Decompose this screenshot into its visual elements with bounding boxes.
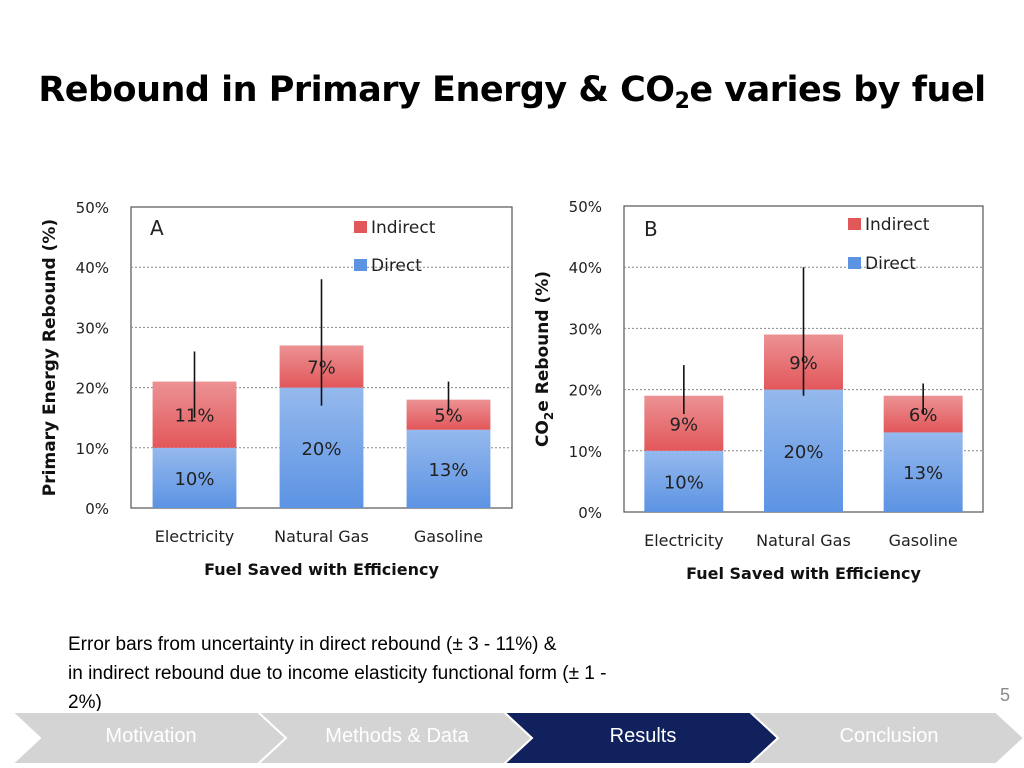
- chart-b-panel-label: B: [644, 217, 658, 241]
- chart-b-legend-label-indirect: Indirect: [865, 215, 930, 235]
- chart-a-x-tick-label: Natural Gas: [274, 527, 369, 546]
- title-main: Rebound in Primary Energy & CO: [38, 70, 675, 110]
- chart-b-x-tick-label: Electricity: [644, 531, 723, 550]
- note-line-2: in indirect rebound due to income elasti…: [68, 663, 607, 684]
- chart-b-legend-swatch-indirect: [848, 218, 861, 230]
- error-bar-note: Error bars from uncertainty in direct re…: [68, 630, 778, 717]
- chart-b-data-label: 10%: [664, 472, 704, 493]
- slide-title: Rebound in Primary Energy & CO2e varies …: [0, 70, 1024, 114]
- chart-a-y-tick-label: 20%: [76, 380, 109, 398]
- chart-a-legend-label-indirect: Indirect: [371, 218, 436, 238]
- chart-a-legend-swatch-indirect: [354, 221, 367, 233]
- chart-b-y-tick-label: 20%: [569, 382, 602, 400]
- section-nav: [9, 711, 1024, 765]
- chart-a-bar-direct: [152, 447, 237, 508]
- chart-a-y-tick-label: 0%: [85, 500, 109, 518]
- chart-b-bar-direct: [883, 432, 963, 512]
- nav-tab-conclusion[interactable]: [747, 711, 1024, 765]
- chart-a-legend-swatch-direct: [354, 259, 367, 271]
- chart-b-x-axis-title: Fuel Saved with Efficiency: [686, 564, 921, 583]
- chart-a-data-label: 5%: [434, 406, 463, 427]
- chart-b-y-axis-title: CO2e Rebound (%): [533, 271, 556, 447]
- nav-label-results[interactable]: Results: [609, 725, 677, 747]
- chart-b-data-label: 13%: [903, 463, 943, 484]
- chart-a-y-tick-label: 50%: [76, 199, 109, 217]
- chart-b-y-tick-label: 0%: [578, 504, 602, 522]
- chart-b-x-tick-label: Natural Gas: [756, 531, 851, 550]
- chart-a-data-label: 10%: [174, 469, 214, 490]
- chart-b-data-label: 9%: [670, 414, 699, 435]
- chart-a-data-label: 20%: [301, 439, 341, 460]
- chart-b-x-tick-label: Gasoline: [889, 531, 958, 550]
- chart-b-y-tick-label: 50%: [569, 198, 602, 216]
- chart-a-y-axis-title: Primary Energy Rebound (%): [40, 219, 60, 496]
- title-rest: e varies by fuel: [689, 70, 986, 110]
- nav-label-conclusion[interactable]: Conclusion: [839, 725, 939, 747]
- note-line-3: 2%): [68, 692, 102, 713]
- chart-a-y-tick-label: 10%: [76, 440, 109, 458]
- chart-b-legend-label-direct: Direct: [865, 254, 916, 274]
- chart-a-y-tick-label: 40%: [76, 259, 109, 277]
- chart-a-y-tick-label: 30%: [76, 319, 109, 337]
- title-subscript: 2: [674, 89, 690, 114]
- chart-b-data-label: 6%: [909, 405, 938, 426]
- page-number: 5: [999, 685, 1010, 705]
- chart-b-y-tick-label: 30%: [569, 320, 602, 338]
- chart-a-x-axis-title: Fuel Saved with Efficiency: [204, 560, 439, 579]
- chart-b-legend-swatch-direct: [848, 257, 861, 269]
- chart-b-y-tick-label: 10%: [569, 443, 602, 461]
- chart-b-y-tick-label: 40%: [569, 259, 602, 277]
- chart-a-panel-label: A: [150, 216, 164, 240]
- note-line-1: Error bars from uncertainty in direct re…: [68, 634, 557, 655]
- nav-label-methods[interactable]: Methods & Data: [325, 725, 469, 747]
- chart-a-legend-label-direct: Direct: [371, 256, 422, 276]
- chart-b-bar-direct: [764, 389, 843, 512]
- chart-a-x-tick-label: Gasoline: [414, 527, 483, 546]
- chart-a-bar-direct: [279, 387, 364, 508]
- nav-label-motivation[interactable]: Motivation: [105, 725, 197, 747]
- chart-a-data-label: 13%: [428, 460, 468, 481]
- chart-b-bar-direct: [644, 450, 724, 512]
- chart-a-x-tick-label: Electricity: [155, 527, 234, 546]
- chart-a-bar-direct: [406, 429, 491, 508]
- chart-b-data-label: 20%: [783, 442, 823, 463]
